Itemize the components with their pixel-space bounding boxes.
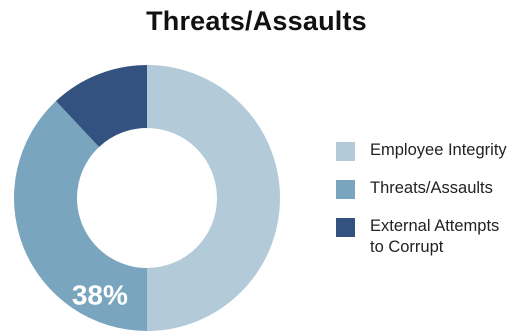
legend-item-external-attempts: External Attempts to Corrupt	[336, 216, 511, 258]
legend-item-employee-integrity: Employee Integrity	[336, 140, 511, 161]
chart-title: Threats/Assaults	[146, 6, 367, 36]
legend-swatch-external-attempts	[336, 218, 355, 237]
data-label-threats-assaults: 38%	[72, 280, 128, 311]
legend-swatch-threats-assaults	[336, 180, 355, 199]
legend-swatch-employee-integrity	[336, 142, 355, 161]
donut-slice-employee-integrity	[147, 65, 280, 331]
legend-label-external-attempts-line1: External Attempts	[370, 217, 500, 235]
chart-legend: Employee Integrity Threats/Assaults Exte…	[336, 140, 511, 275]
legend-item-threats-assaults: Threats/Assaults	[336, 178, 511, 199]
legend-label-external-attempts-line2: to Corrupt	[370, 238, 444, 256]
legend-label-employee-integrity: Employee Integrity	[370, 141, 507, 159]
donut-slice-external-attempts	[55, 65, 148, 147]
legend-label-threats-assaults: Threats/Assaults	[370, 179, 493, 197]
donut-slice-threats-assaults	[14, 101, 147, 331]
